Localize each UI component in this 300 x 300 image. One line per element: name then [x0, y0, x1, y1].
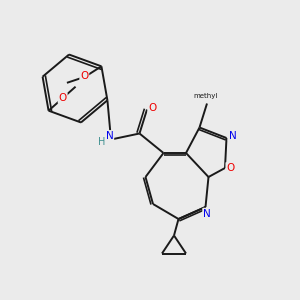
Text: O: O	[226, 163, 235, 173]
Text: methyl: methyl	[193, 93, 218, 99]
Text: O: O	[80, 71, 88, 81]
Text: N: N	[229, 130, 236, 141]
Text: H: H	[98, 137, 106, 147]
Text: N: N	[203, 208, 211, 219]
Text: O: O	[58, 93, 67, 103]
Text: O: O	[148, 103, 157, 113]
Text: N: N	[106, 131, 113, 141]
